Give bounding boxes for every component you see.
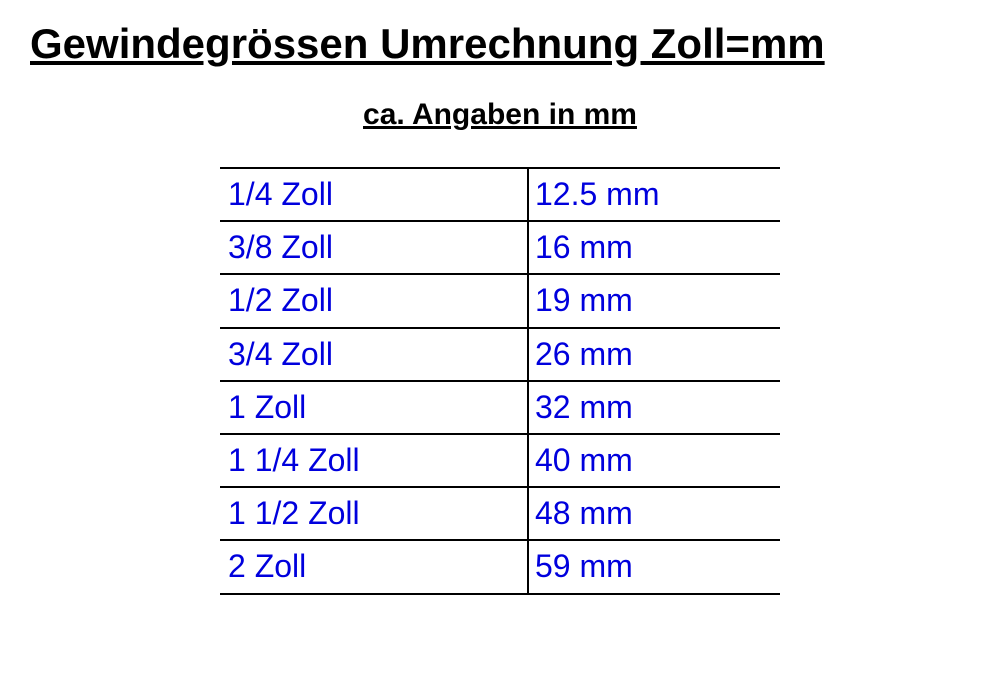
conversion-table: 1/4 Zoll 12.5 mm 3/8 Zoll 16 mm 1/2 Zoll… [220,167,780,595]
cell-zoll: 3/4 Zoll [220,328,528,381]
table-row: 2 Zoll 59 mm [220,540,780,593]
cell-zoll: 2 Zoll [220,540,528,593]
cell-mm: 48 mm [528,487,780,540]
table-row: 1/4 Zoll 12.5 mm [220,168,780,221]
table-row: 3/4 Zoll 26 mm [220,328,780,381]
cell-zoll: 1 1/2 Zoll [220,487,528,540]
table-row: 3/8 Zoll 16 mm [220,221,780,274]
table-row: 1 1/2 Zoll 48 mm [220,487,780,540]
table-row: 1 1/4 Zoll 40 mm [220,434,780,487]
cell-mm: 19 mm [528,274,780,327]
cell-mm: 12.5 mm [528,168,780,221]
cell-zoll: 3/8 Zoll [220,221,528,274]
cell-zoll: 1 Zoll [220,381,528,434]
cell-zoll: 1 1/4 Zoll [220,434,528,487]
cell-mm: 16 mm [528,221,780,274]
table-row: 1 Zoll 32 mm [220,381,780,434]
cell-mm: 40 mm [528,434,780,487]
cell-zoll: 1/2 Zoll [220,274,528,327]
cell-mm: 59 mm [528,540,780,593]
cell-mm: 26 mm [528,328,780,381]
cell-mm: 32 mm [528,381,780,434]
table-row: 1/2 Zoll 19 mm [220,274,780,327]
page-subtitle: ca. Angaben in mm [220,98,780,132]
page-title: Gewindegrössen Umrechnung Zoll=mm [30,20,970,68]
cell-zoll: 1/4 Zoll [220,168,528,221]
